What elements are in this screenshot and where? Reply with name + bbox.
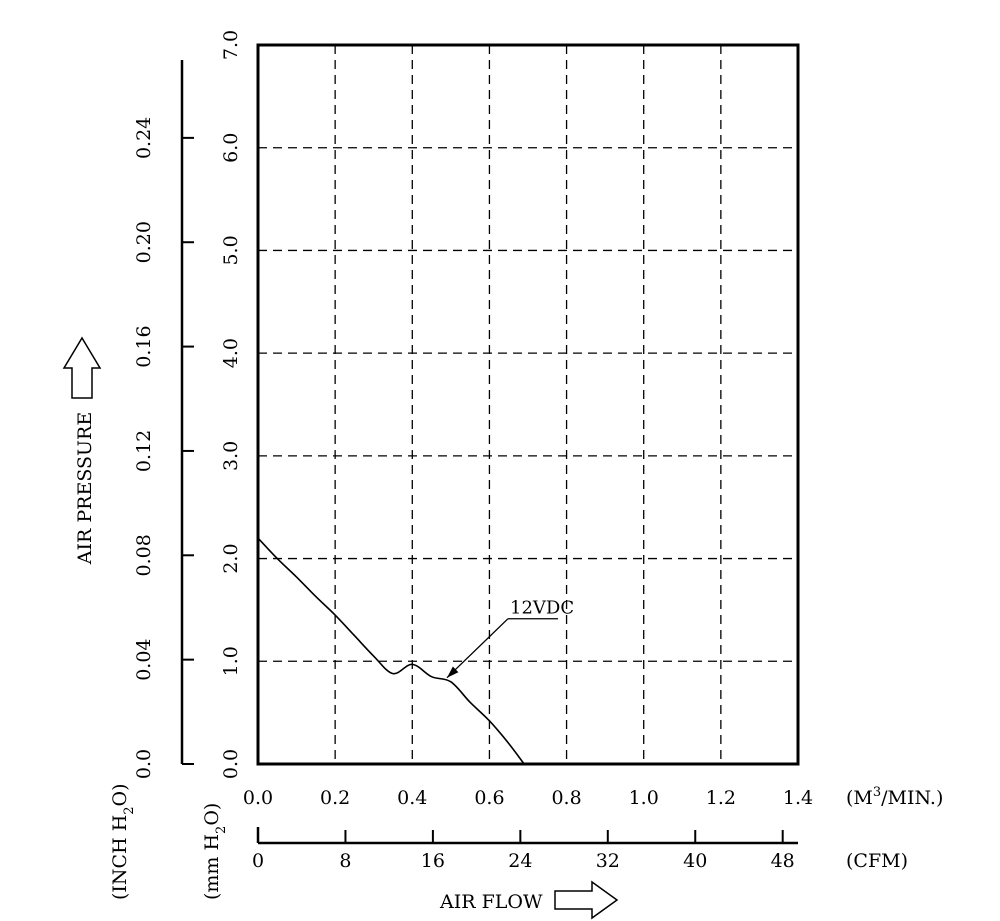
x-tick-label-m3min: 1.4 bbox=[783, 787, 813, 809]
m3-min-tick-labels: 0.0 0.2 0.4 0.6 0.8 1.0 1.2 1.4 bbox=[243, 787, 813, 809]
y-tick-label-mm: 5.0 bbox=[220, 235, 242, 265]
y-tick-label-mm: 2.0 bbox=[220, 543, 242, 573]
x-tick-label-cfm: 48 bbox=[771, 850, 795, 872]
x-tick-label-m3min: 0.6 bbox=[474, 787, 504, 809]
x-tick-label-m3min: 1.2 bbox=[706, 787, 736, 809]
x-tick-label-cfm: 32 bbox=[596, 850, 620, 872]
x-tick-label-cfm: 16 bbox=[421, 850, 445, 872]
series-line-12vdc bbox=[257, 537, 525, 765]
x-tick-label-m3min: 0.8 bbox=[551, 787, 581, 809]
y-tick-label-inch: 0.20 bbox=[133, 221, 155, 263]
x-unit-primary: (M3/MIN.) bbox=[846, 785, 943, 809]
y-tick-label-mm: 7.0 bbox=[220, 30, 242, 60]
x-tick-label-m3min: 1.0 bbox=[629, 787, 659, 809]
mm-h2o-tick-labels: 0.0 1.0 2.0 3.0 4.0 5.0 6.0 7.0 bbox=[220, 30, 242, 779]
y-unit-primary: (mm H2O) bbox=[201, 803, 229, 900]
annotation-arrowhead bbox=[447, 666, 459, 678]
x-tick-label-cfm: 0 bbox=[252, 850, 264, 872]
x-tick-label-cfm: 40 bbox=[683, 850, 707, 872]
y-tick-label-inch: 0.0 bbox=[133, 749, 155, 779]
inch-h2o-axis-ticks: 0.0 0.04 0.08 0.12 0.16 0.20 0.24 bbox=[133, 117, 194, 779]
y-tick-label-mm: 4.0 bbox=[220, 338, 242, 368]
x-tick-label-m3min: 0.2 bbox=[320, 787, 350, 809]
x-tick-label-m3min: 0.4 bbox=[397, 787, 427, 809]
x-tick-label-cfm: 24 bbox=[508, 850, 532, 872]
x-axis-title: AIR FLOW bbox=[439, 891, 543, 913]
y-tick-label-mm: 0.0 bbox=[220, 749, 242, 779]
y-tick-label-mm: 6.0 bbox=[220, 133, 242, 163]
y-tick-label-inch: 0.16 bbox=[133, 325, 155, 367]
y-tick-label-inch: 0.04 bbox=[133, 638, 155, 680]
up-arrow-icon bbox=[62, 336, 102, 399]
annotation-leader-line bbox=[446, 618, 509, 679]
cfm-axis-ticks: 0 8 16 24 32 40 48 bbox=[252, 827, 795, 872]
y-tick-label-inch: 0.24 bbox=[133, 117, 155, 159]
y-unit-secondary: (INCH H2O) bbox=[109, 783, 137, 900]
x-unit-secondary: (CFM) bbox=[846, 850, 908, 872]
plot-frame bbox=[256, 43, 800, 766]
grid-lines bbox=[258, 45, 798, 764]
x-tick-label-cfm: 8 bbox=[339, 850, 351, 872]
x-tick-label-m3min: 0.0 bbox=[243, 787, 273, 809]
y-tick-label-mm: 3.0 bbox=[220, 441, 242, 471]
right-arrow-icon bbox=[554, 880, 619, 920]
y-tick-label-inch: 0.08 bbox=[133, 534, 155, 576]
y-tick-label-mm: 1.0 bbox=[220, 646, 242, 676]
annotation-label: 12VDC bbox=[510, 598, 574, 619]
y-axis-title: AIR PRESSURE bbox=[74, 412, 96, 565]
y-tick-label-inch: 0.12 bbox=[133, 430, 155, 472]
